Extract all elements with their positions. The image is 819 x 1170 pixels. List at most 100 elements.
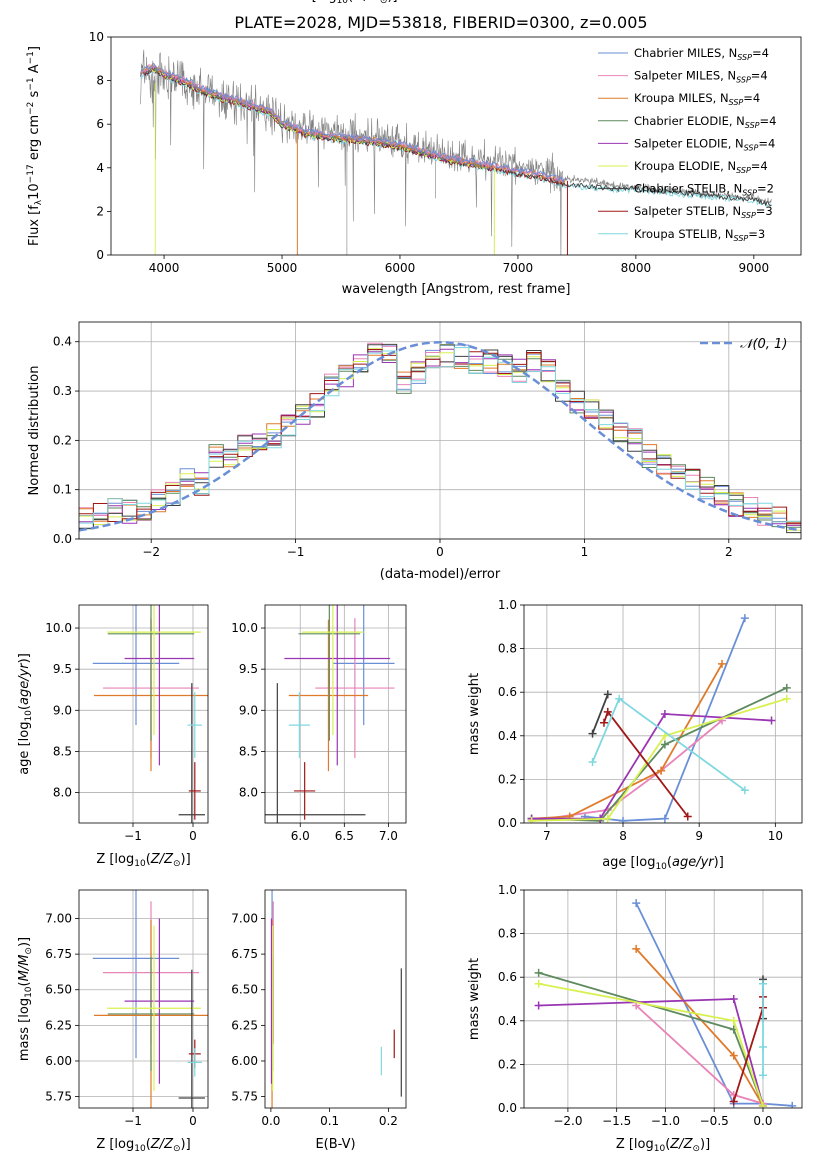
x-tick-label: 0.0 xyxy=(261,1114,280,1128)
label-part: A xyxy=(27,64,42,77)
y-tick-label: 0.6 xyxy=(498,685,517,699)
y-axis-label: age [log10(age/yr)] xyxy=(17,653,34,775)
label-part: ⊙ xyxy=(692,1144,700,1154)
legend-subscript: SSP xyxy=(736,76,751,85)
label-part: ⊙ xyxy=(24,947,34,955)
label-part: Z [log xyxy=(96,1137,134,1152)
y-tick-label: 2 xyxy=(96,204,104,218)
label-part: Z [log xyxy=(616,1137,654,1152)
weight-marker xyxy=(758,979,767,988)
legend-subscript: SSP xyxy=(736,166,751,175)
weight-marker xyxy=(758,1042,767,1051)
weight-marker xyxy=(603,707,612,716)
y-tick-label: 0 xyxy=(96,248,104,262)
x-tick-label: −1 xyxy=(287,545,305,559)
weight-marker xyxy=(534,979,543,988)
legend-text: Salpeter STELIB, N xyxy=(634,204,741,218)
weight-line xyxy=(538,971,764,1107)
label-part: mass [log xyxy=(17,998,32,1061)
weight-line xyxy=(635,948,764,1107)
x-tick-label: −0.5 xyxy=(700,1114,729,1128)
axes-frame xyxy=(523,889,803,1109)
histogram-step-kroupa-elodie xyxy=(79,347,801,531)
weight-marker xyxy=(660,710,669,718)
y-tick-label: 0.4 xyxy=(498,1014,517,1028)
weight_vs_age-plot-area xyxy=(524,605,802,823)
weight-marker xyxy=(788,1101,797,1108)
weight-marker xyxy=(619,816,628,823)
weight-marker xyxy=(758,1071,767,1080)
y-tick-label: 7.00 xyxy=(231,911,258,925)
legend-count: =3 xyxy=(756,204,773,218)
label-part: λ xyxy=(34,199,44,205)
legend-label: Chabrier ELODIE, NSSP=4 xyxy=(634,114,776,130)
y-tick-label: 0.3 xyxy=(53,384,72,398)
x-tick-label: 0 xyxy=(189,1114,197,1128)
weight-marker xyxy=(660,814,669,823)
x-tick-label: −2.0 xyxy=(553,1114,582,1128)
y-tick-label: 8 xyxy=(96,74,104,88)
label-part: )] xyxy=(714,855,724,870)
y-tick-label: 0.2 xyxy=(498,772,517,786)
y-tick-label: 4 xyxy=(96,161,104,175)
axes-frame xyxy=(78,321,802,540)
label-part: 10 xyxy=(134,1144,146,1154)
y-axis-label: mass [log10(M/M⊙)] xyxy=(17,937,34,1061)
y-tick-label: 8.0 xyxy=(239,786,258,800)
y-tick-label: 6 xyxy=(96,117,104,131)
weight-marker xyxy=(588,757,597,766)
x-tick-label: 0.0 xyxy=(753,1114,772,1128)
x-tick-label: 1 xyxy=(581,545,589,559)
x-axis-label: Z [log10(Z/Z⊙)] xyxy=(96,1137,190,1154)
y-tick-label: 9.5 xyxy=(53,662,72,676)
weight-marker xyxy=(782,694,791,703)
label-part: ( xyxy=(667,855,672,870)
label-part: Flux [f xyxy=(27,205,42,246)
legend-label: Salpeter ELODIE, NSSP=4 xyxy=(634,136,775,152)
weight-marker xyxy=(588,729,597,738)
weight-marker xyxy=(729,1016,738,1025)
label-part: −1 xyxy=(26,77,36,90)
gaussian-legend-label: 𝒩(0, 1) xyxy=(740,337,787,352)
label-part: 10 xyxy=(24,986,34,998)
x-tick-label: 7000 xyxy=(503,261,534,275)
y-tick-label: 0.6 xyxy=(498,970,517,984)
legend-count: =4 xyxy=(751,69,768,83)
weight-line xyxy=(531,697,788,822)
x-tick-label: −2 xyxy=(142,545,160,559)
x-tick-label: 7.0 xyxy=(379,829,398,843)
y-tick-label: 6.50 xyxy=(231,983,258,997)
label-part: ( xyxy=(146,852,151,867)
axes-frame xyxy=(110,36,802,256)
y-tick-label: 6.00 xyxy=(231,1054,258,1068)
y-tick-label: 10.0 xyxy=(231,621,258,635)
weight-marker xyxy=(527,816,536,823)
label-part: Normed distribution xyxy=(27,366,42,496)
y-axis-label: Normed distribution xyxy=(27,366,42,496)
legend-count: =4 xyxy=(760,114,777,128)
legend-count: =3 xyxy=(748,227,765,241)
label-part: 10 xyxy=(337,0,349,6)
label-part: ( xyxy=(146,1137,151,1152)
label-part: −2 xyxy=(26,102,36,115)
spectrum-axes: 4000 5000 6000 7000 8000 9000 0 2 4 6 8 10 wavelengt… xyxy=(26,30,802,297)
label-part: 10 xyxy=(655,862,667,872)
axes-frame xyxy=(523,604,803,824)
label-part: ( xyxy=(665,1137,670,1152)
y-tick-label: 0.2 xyxy=(498,1057,517,1071)
label-part: (data-model)/error xyxy=(380,567,501,582)
legend-text: Chabrier ELODIE, N xyxy=(634,114,745,128)
y-tick-label: 9.0 xyxy=(53,703,72,717)
residuals-plot-area xyxy=(79,322,801,539)
weight-marker xyxy=(782,683,791,692)
model-line-chabrier-elodie xyxy=(140,65,495,170)
legend-subscript: SSP xyxy=(742,189,757,198)
label-part: )] xyxy=(387,0,397,4)
weight-line xyxy=(591,694,609,734)
label-part: ( xyxy=(17,705,32,710)
legend-label: Kroupa MILES, NSSP=4 xyxy=(634,91,760,107)
legend-text: Salpeter ELODIE, N xyxy=(634,136,744,150)
age_vs_mass-plot-area xyxy=(265,605,406,823)
